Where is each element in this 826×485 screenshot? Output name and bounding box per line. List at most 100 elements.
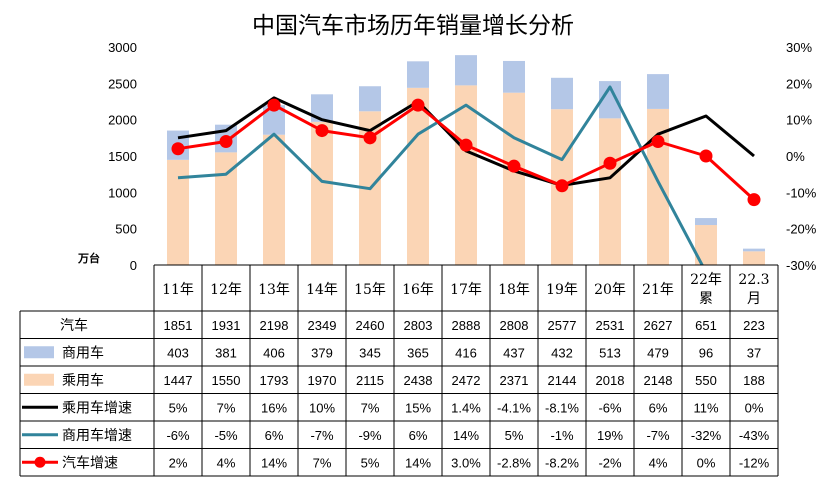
point-total_growth — [219, 134, 233, 148]
data-label-total_growth: 7% — [313, 455, 332, 470]
y-left-tick-label: 0 — [130, 258, 137, 273]
category-label: 14年 — [306, 282, 338, 298]
point-total_growth — [603, 156, 617, 170]
bar-passenger — [311, 121, 333, 265]
data-label-total: 2460 — [356, 318, 385, 333]
data-label-total: 2808 — [500, 318, 529, 333]
data-label-passenger_growth: -4.1% — [497, 400, 531, 415]
bar-passenger — [215, 152, 237, 265]
bar-commercial — [695, 218, 717, 226]
row-label-passenger_growth: 乘用车增速 — [62, 399, 132, 416]
y-left-tick-label: 2000 — [108, 113, 137, 128]
data-label-commercial_growth: 14% — [453, 428, 479, 443]
data-label-commercial_growth: -1% — [550, 428, 574, 443]
point-total_growth — [651, 134, 665, 148]
data-label-commercial: 379 — [311, 345, 333, 360]
data-label-total_growth: -8.2% — [545, 455, 579, 470]
data-label-passenger_growth: 6% — [649, 400, 668, 415]
point-total_growth — [315, 124, 329, 138]
point-total_growth — [411, 98, 425, 112]
data-label-total: 2577 — [548, 318, 577, 333]
data-label-total: 1851 — [164, 318, 193, 333]
data-label-passenger: 2371 — [500, 373, 529, 388]
data-label-passenger_growth: 15% — [405, 400, 431, 415]
data-label-passenger_growth: 7% — [217, 400, 236, 415]
data-label-commercial_growth: -7% — [646, 428, 670, 443]
data-label-total_growth: -12% — [739, 455, 770, 470]
data-label-total_growth: 4% — [649, 455, 668, 470]
data-label-commercial: 365 — [407, 345, 429, 360]
data-label-passenger: 2144 — [548, 373, 577, 388]
bar-commercial — [455, 55, 477, 86]
data-label-commercial: 37 — [747, 345, 761, 360]
y-left-tick-label: 1500 — [108, 149, 137, 164]
data-label-commercial: 345 — [359, 345, 381, 360]
data-label-total_growth: 4% — [217, 455, 236, 470]
bar-commercial — [647, 74, 669, 109]
y-right-tick-label: -10% — [786, 185, 817, 200]
data-label-total_growth: 14% — [261, 455, 287, 470]
data-label-passenger_growth: -8.1% — [545, 400, 579, 415]
y-right-tick-label: 20% — [786, 76, 812, 91]
y-right-tick-label: 10% — [786, 113, 812, 128]
category-label: 21年 — [642, 282, 674, 298]
data-label-passenger: 2018 — [596, 373, 625, 388]
data-label-commercial_growth: 6% — [409, 428, 428, 443]
data-label-commercial_growth: -6% — [166, 428, 190, 443]
data-label-commercial_growth: -43% — [739, 428, 770, 443]
data-label-passenger: 2438 — [404, 373, 433, 388]
data-label-total: 651 — [695, 318, 717, 333]
data-label-total: 1931 — [212, 318, 241, 333]
row-label-total: 汽车 — [60, 317, 88, 334]
category-label: 17年 — [450, 282, 482, 298]
bar-passenger — [695, 225, 717, 265]
category-label: 15年 — [354, 282, 386, 298]
bar-commercial — [407, 61, 429, 88]
bar-passenger — [599, 118, 621, 265]
legend-key-commercial — [24, 346, 54, 359]
bar-commercial — [599, 81, 621, 119]
series-line-commercial_growth — [177, 85, 704, 265]
category-label: 20年 — [594, 282, 626, 298]
data-label-total: 2531 — [596, 318, 625, 333]
category-label: 16年 — [402, 282, 434, 298]
data-label-commercial_growth: -5% — [214, 428, 238, 443]
data-label-commercial: 381 — [215, 345, 237, 360]
data-label-total: 2803 — [404, 318, 433, 333]
data-label-commercial: 416 — [455, 345, 477, 360]
category-label-line2: 月 — [747, 291, 761, 307]
bar-passenger — [407, 87, 429, 265]
data-label-passenger: 550 — [695, 373, 717, 388]
data-label-commercial: 437 — [503, 345, 525, 360]
point-total_growth — [507, 159, 521, 173]
data-label-commercial: 403 — [167, 345, 189, 360]
legend-key-passenger — [24, 373, 54, 386]
legend-key-marker-total_growth — [34, 456, 46, 468]
data-label-passenger_growth: 7% — [361, 400, 380, 415]
data-label-passenger_growth: 1.4% — [451, 400, 481, 415]
category-label: 19年 — [546, 282, 578, 298]
data-label-passenger_growth: 5% — [169, 400, 188, 415]
y-right-tick-label: 30% — [786, 40, 812, 55]
category-label: 18年 — [498, 282, 530, 298]
point-total_growth — [699, 149, 713, 163]
y-right-tick-label: 0% — [786, 149, 805, 164]
point-total_growth — [171, 142, 185, 156]
y-right-tick-label: -20% — [786, 222, 817, 237]
category-label: 22年 — [690, 272, 722, 288]
data-label-passenger: 1447 — [164, 373, 193, 388]
data-label-commercial_growth: -7% — [310, 428, 334, 443]
data-label-passenger: 2115 — [356, 373, 384, 388]
data-label-total_growth: -2% — [598, 455, 622, 470]
bar-commercial — [743, 248, 765, 252]
data-label-passenger_growth: 0% — [745, 400, 764, 415]
data-label-passenger: 188 — [743, 373, 765, 388]
category-label: 22.3 — [738, 272, 769, 288]
data-label-commercial: 96 — [699, 345, 713, 360]
category-label-line2: 累 — [699, 291, 713, 307]
data-label-total_growth: 0% — [697, 455, 716, 470]
row-label-passenger: 乘用车 — [62, 372, 104, 389]
category-label: 12年 — [210, 282, 242, 298]
data-label-commercial: 479 — [647, 345, 669, 360]
